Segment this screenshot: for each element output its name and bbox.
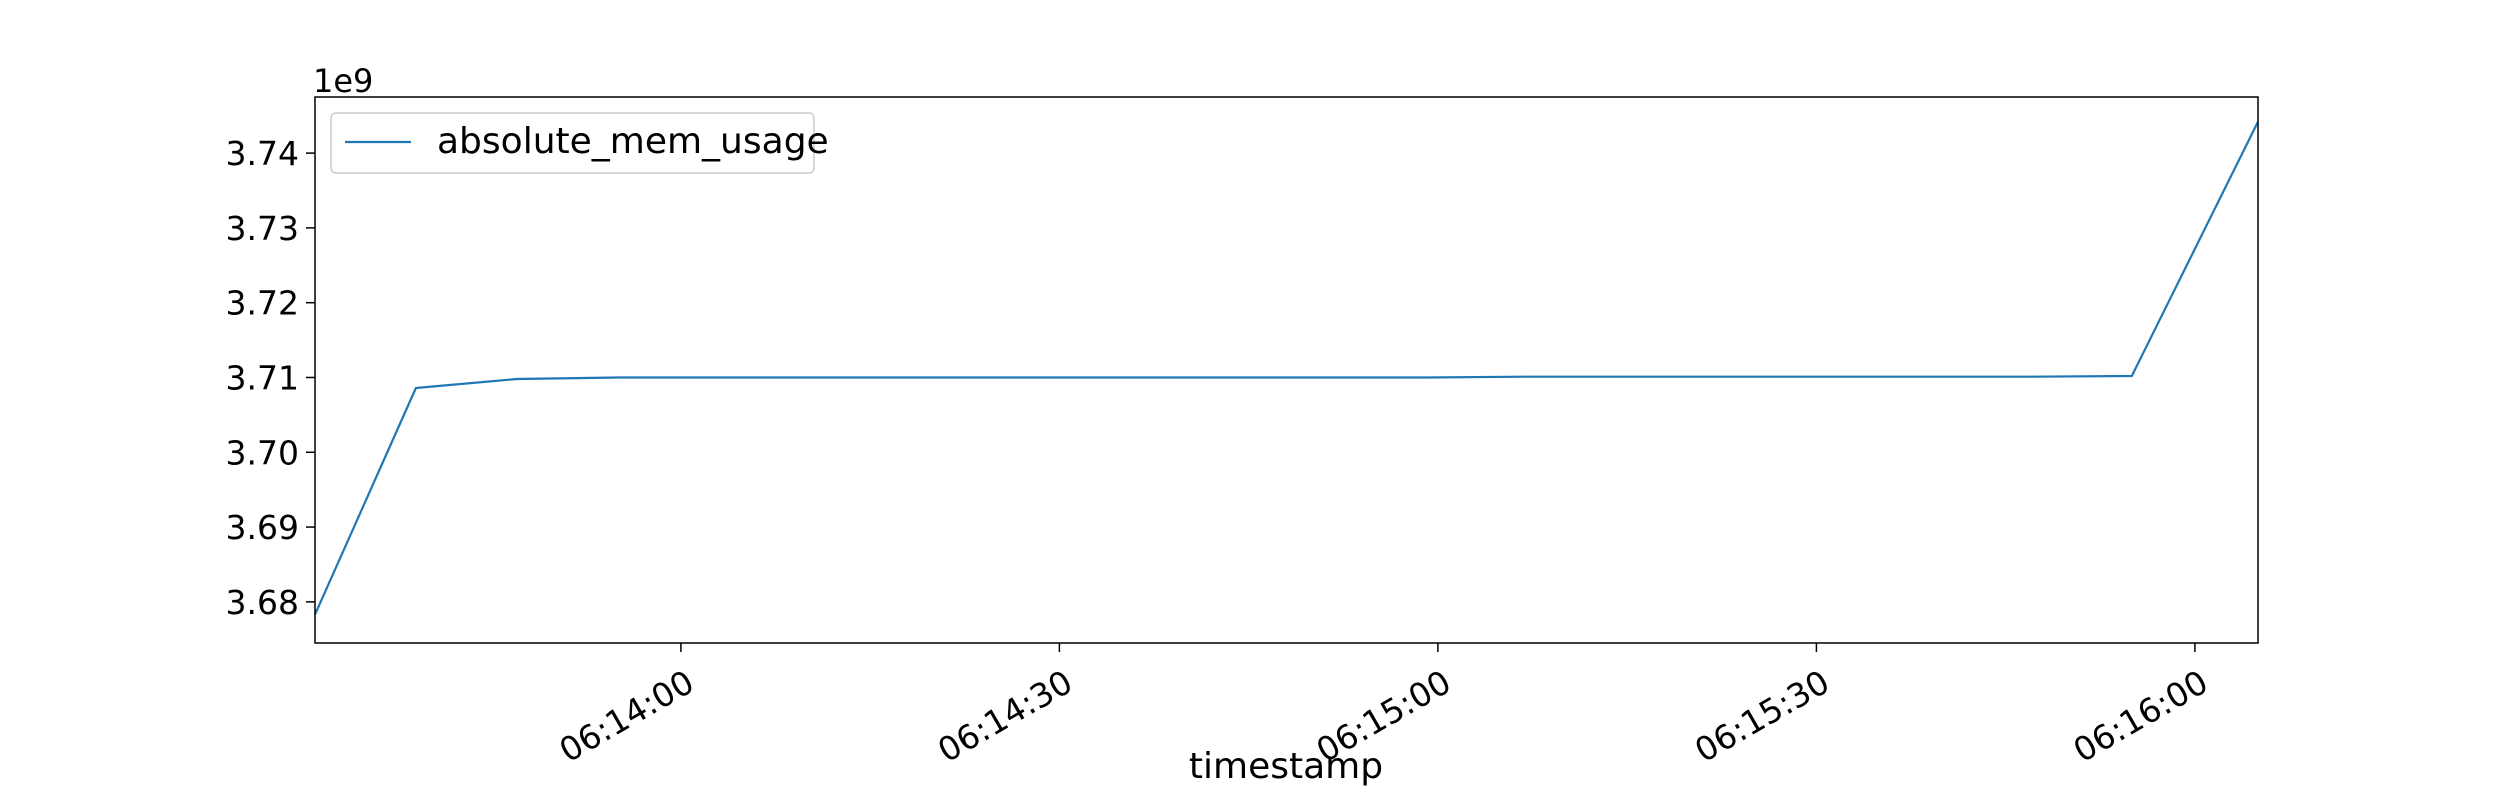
y-tick-label: 3.70	[226, 433, 299, 472]
y-axis: 3.68 3.69 3.70 3.71 3.72 3.73 3.74	[226, 134, 315, 622]
y-tick-label: 3.73	[226, 209, 299, 248]
plot-frame	[314, 96, 2259, 644]
series-line-absolute_mem_usage	[313, 121, 2259, 616]
x-axis-title: timestamp	[1189, 746, 1383, 787]
y-tick-label: 3.71	[226, 358, 299, 397]
y-tick-label: 3.74	[226, 134, 299, 173]
y-tick-label: 3.69	[226, 508, 299, 547]
legend: absolute_mem_usage	[330, 112, 829, 174]
legend-label: absolute_mem_usage	[437, 121, 829, 162]
plot-area	[313, 121, 2259, 616]
y-tick-label: 3.72	[226, 284, 299, 323]
legend-box	[330, 112, 815, 174]
y-tick-label: 3.68	[226, 583, 299, 622]
y-offset-label: 1e9	[313, 62, 373, 100]
